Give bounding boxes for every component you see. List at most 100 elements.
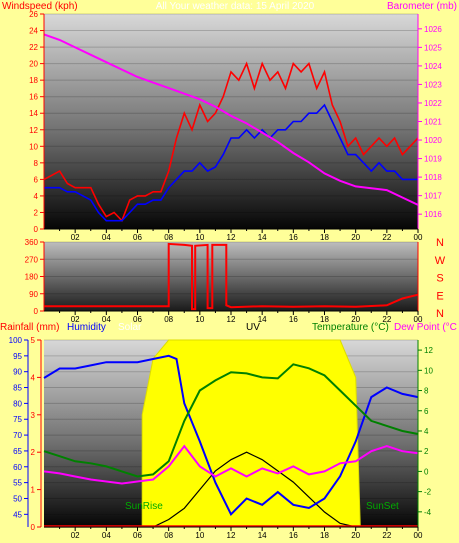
- x-tick-label: 12: [227, 315, 236, 324]
- windspeed-gust-line: [43, 61, 419, 223]
- x-tick-label: 18: [320, 315, 329, 324]
- humidity-tick-label: 90: [13, 368, 22, 377]
- sunset-label: SunSet: [366, 501, 399, 512]
- x-tick-label: 12: [227, 531, 236, 540]
- plot-layer: [43, 13, 419, 528]
- wind-panel-bg: [44, 14, 418, 229]
- rainfall-label: Rainfall (mm): [0, 322, 59, 333]
- x-tick-label: 06: [133, 315, 142, 324]
- temperature-tick-label: 6: [424, 407, 429, 416]
- temperature-tick-label: 12: [424, 346, 433, 355]
- rainfall-tick-label: 0: [31, 523, 36, 532]
- humidity-tick-label: 50: [13, 494, 22, 503]
- x-tick-label: 16: [289, 531, 298, 540]
- barometer-tick-label: 1021: [424, 118, 442, 127]
- x-tick-label: 00: [414, 315, 423, 324]
- x-tick-label: 14: [258, 315, 267, 324]
- temperature-tick-label: 0: [424, 467, 429, 476]
- x-tick-label: 20: [351, 233, 360, 242]
- direction-tick-label: 270: [25, 255, 39, 264]
- barometer-tick-label: 1016: [424, 210, 442, 219]
- windspeed-tick-label: 8: [34, 159, 39, 168]
- uv-label: UV: [246, 322, 260, 333]
- x-tick-label: 10: [195, 315, 204, 324]
- x-tick-label: 04: [102, 233, 111, 242]
- x-tick-label: 14: [258, 531, 267, 540]
- windspeed-tick-label: 0: [34, 225, 39, 234]
- x-tick-label: 16: [289, 315, 298, 324]
- x-tick-label: 02: [71, 233, 80, 242]
- humidity-tick-label: 100: [9, 336, 23, 345]
- x-tick-label: 06: [133, 233, 142, 242]
- windspeed-tick-label: 20: [29, 60, 38, 69]
- temperature-tick-label: 2: [424, 447, 429, 456]
- sunrise-label: SunRise: [125, 501, 163, 512]
- temperature-label: Temperature (°C): [312, 322, 389, 333]
- x-tick-label: 08: [164, 315, 173, 324]
- temperature-tick-label: -2: [424, 488, 432, 497]
- humidity-tick-label: 85: [13, 384, 22, 393]
- humidity-tick-label: 45: [13, 510, 22, 519]
- windspeed-tick-label: 2: [34, 208, 39, 217]
- x-tick-label: 10: [195, 531, 204, 540]
- solar-area: [44, 339, 418, 528]
- humidity-line: [43, 354, 419, 517]
- x-tick-label: 04: [102, 531, 111, 540]
- x-tick-label: 22: [382, 531, 391, 540]
- humidity-label: Humidity: [67, 322, 106, 333]
- windspeed-tick-label: 6: [34, 175, 39, 184]
- x-tick-label: 02: [71, 315, 80, 324]
- temperature-tick-label: 8: [424, 387, 429, 396]
- windspeed-title: Windspeed (kph): [2, 1, 78, 12]
- x-tick-label: 20: [351, 315, 360, 324]
- temperature-tick-label: 4: [424, 427, 429, 436]
- barometer-tick-label: 1025: [424, 43, 442, 52]
- windspeed-tick-label: 14: [29, 109, 38, 118]
- windspeed-tick-label: 4: [34, 192, 39, 201]
- rainfall-tick-label: 1: [31, 486, 36, 495]
- x-tick-label: 12: [227, 233, 236, 242]
- x-tick-label: 22: [382, 315, 391, 324]
- x-tick-label: 22: [382, 233, 391, 242]
- x-tick-label: 20: [351, 531, 360, 540]
- x-tick-label: 06: [133, 531, 142, 540]
- barometer-title: Barometer (mb): [387, 1, 457, 12]
- x-tick-label: 02: [71, 531, 80, 540]
- dewpoint-line: [43, 444, 419, 485]
- uv-line: [44, 451, 418, 528]
- temperature-line: [43, 363, 419, 478]
- direction-letter: S: [436, 273, 443, 285]
- chart-date-title: All Your weather data: 15 April 2020: [156, 1, 315, 12]
- barometer-tick-label: 1023: [424, 80, 442, 89]
- windspeed-average-line: [44, 103, 418, 222]
- x-tick-label: 18: [320, 233, 329, 242]
- temperature-tick-label: -4: [424, 508, 432, 517]
- windspeed-tick-label: 24: [29, 27, 38, 36]
- barometer-tick-label: 1018: [424, 173, 442, 182]
- barometer-line: [43, 33, 419, 206]
- x-tick-label: 14: [258, 233, 267, 242]
- x-tick-label: 18: [320, 531, 329, 540]
- humidity-tick-label: 60: [13, 463, 22, 472]
- direction-letter: N: [436, 237, 444, 249]
- axis-layer: 0246810121416182022242610161017101810191…: [9, 10, 443, 540]
- direction-tick-label: 90: [29, 290, 38, 299]
- humidity-tick-label: 65: [13, 447, 22, 456]
- x-tick-label: 16: [289, 233, 298, 242]
- barometer-tick-label: 1024: [424, 62, 442, 71]
- windspeed-tick-label: 10: [29, 142, 38, 151]
- humidity-tick-label: 95: [13, 352, 22, 361]
- direction-panel-bg: [44, 242, 418, 311]
- barometer-tick-label: 1020: [424, 136, 442, 145]
- barometer-tick-label: 1017: [424, 192, 442, 201]
- windspeed-tick-label: 26: [29, 10, 38, 19]
- rainfall-tick-label: 2: [31, 448, 36, 457]
- temperature-tick-label: 10: [424, 366, 433, 375]
- humidity-tick-label: 70: [13, 431, 22, 440]
- dewpoint-label: Dew Point (°C: [394, 322, 457, 333]
- direction-tick-label: 0: [34, 307, 39, 316]
- windspeed-tick-label: 18: [29, 76, 38, 85]
- solar-label: Solar: [118, 322, 142, 333]
- x-tick-label: 08: [164, 233, 173, 242]
